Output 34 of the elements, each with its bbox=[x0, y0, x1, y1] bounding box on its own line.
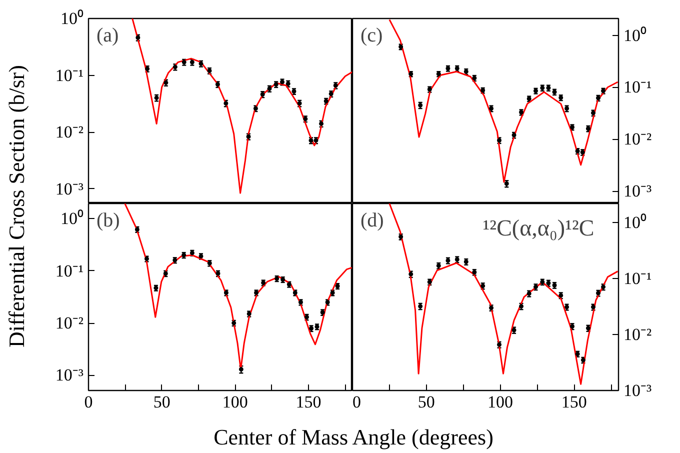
y-tick-label: 10⁻³ bbox=[55, 366, 84, 385]
y-tick-label: 10⁰ bbox=[624, 26, 646, 45]
annotation: (c) bbox=[360, 24, 383, 46]
y-tick-label: 10⁻² bbox=[624, 130, 652, 149]
y-tick-label: 10⁻¹ bbox=[624, 269, 652, 288]
annotation: ¹²C(α,α₀)¹²C bbox=[482, 216, 594, 240]
x-tick-label: 0 bbox=[84, 392, 93, 412]
y-tick-label: 10⁻³ bbox=[624, 182, 652, 201]
y-tick-label: 10⁻³ bbox=[55, 179, 84, 198]
x-axis-title: Center of Mass Angle (degrees) bbox=[214, 424, 494, 450]
y-tick-label: 10⁰ bbox=[60, 9, 84, 28]
x-tick-label: 100 bbox=[222, 392, 248, 412]
x-tick-label: 150 bbox=[561, 392, 587, 412]
y-tick-label: 10⁻² bbox=[55, 122, 84, 142]
x-tick-label: 50 bbox=[153, 392, 170, 412]
y-tick-label: 10⁻² bbox=[55, 314, 84, 333]
y-axis-title: Differential Cross Section (b/sr) bbox=[4, 65, 29, 348]
line-series bbox=[388, 204, 618, 385]
y-tick-label: 10⁰ bbox=[624, 213, 646, 232]
x-tick-label: 0 bbox=[352, 392, 361, 412]
y-tick-label: 10⁻² bbox=[624, 325, 652, 344]
y-tick-label: 10⁻¹ bbox=[55, 66, 84, 85]
annotation: (a) bbox=[96, 24, 119, 46]
line-series bbox=[132, 18, 352, 194]
x-tick-label: 50 bbox=[418, 392, 435, 412]
x-tick-label: 100 bbox=[488, 392, 514, 412]
y-tick-label: 10⁰ bbox=[60, 209, 84, 228]
annotation: (b) bbox=[96, 210, 120, 232]
line-series bbox=[124, 204, 352, 370]
annotation: (d) bbox=[360, 210, 384, 232]
y-tick-label: 10⁻¹ bbox=[55, 261, 84, 280]
x-tick-label: 150 bbox=[296, 392, 322, 412]
y-tick-label: 10⁻¹ bbox=[624, 78, 652, 97]
y-tick-label: 10⁻³ bbox=[624, 381, 652, 400]
